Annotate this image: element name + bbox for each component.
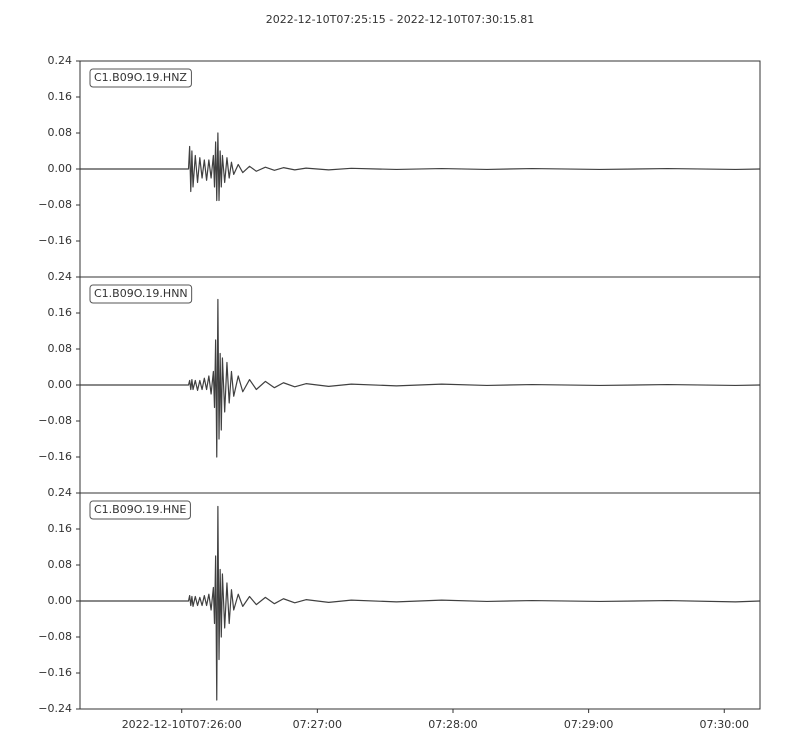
trace-label-box [89, 500, 191, 520]
trace [80, 298, 761, 458]
x-tick-label: 07:30:00 [700, 718, 749, 731]
chart-title: 2022-12-10T07:25:15 - 2022-12-10T07:30:1… [266, 13, 535, 26]
y-tick-label: 0.00 [48, 594, 73, 607]
trace-label: C1.B09O.19.HNE [94, 503, 186, 516]
y-tick-label: 0.16 [48, 522, 73, 535]
x-tick-label: 07:29:00 [564, 718, 613, 731]
y-tick-label: 0.00 [48, 378, 73, 391]
trace-label-box [89, 284, 193, 304]
y-tick-label: −0.16 [38, 234, 72, 247]
y-tick-label: −0.08 [38, 198, 72, 211]
y-tick-label: 0.08 [48, 342, 73, 355]
y-tick-label: 0.24 [48, 54, 73, 67]
y-tick-label: 0.24 [48, 486, 73, 499]
y-tick-label: 0.08 [48, 126, 73, 139]
y-tick-label: −0.24 [38, 702, 72, 715]
trace-label: C1.B09O.19.HNN [94, 287, 188, 300]
x-tick-label: 07:27:00 [293, 718, 342, 731]
trace [80, 132, 761, 202]
y-tick-label: 0.08 [48, 558, 73, 571]
trace [80, 505, 761, 701]
y-tick-label: −0.16 [38, 666, 72, 679]
panel-frame [79, 492, 761, 710]
trace-label-box [89, 68, 192, 88]
x-tick-label: 2022-12-10T07:26:00 [122, 718, 242, 731]
trace-label: C1.B09O.19.HNZ [94, 71, 187, 84]
y-tick-label: −0.08 [38, 630, 72, 643]
y-tick-label: −0.08 [38, 414, 72, 427]
y-tick-label: 0.16 [48, 90, 73, 103]
x-tick-label: 07:28:00 [428, 718, 477, 731]
y-tick-label: 0.24 [48, 270, 73, 283]
y-tick-label: 0.00 [48, 162, 73, 175]
y-tick-label: −0.16 [38, 450, 72, 463]
y-tick-label: 0.16 [48, 306, 73, 319]
